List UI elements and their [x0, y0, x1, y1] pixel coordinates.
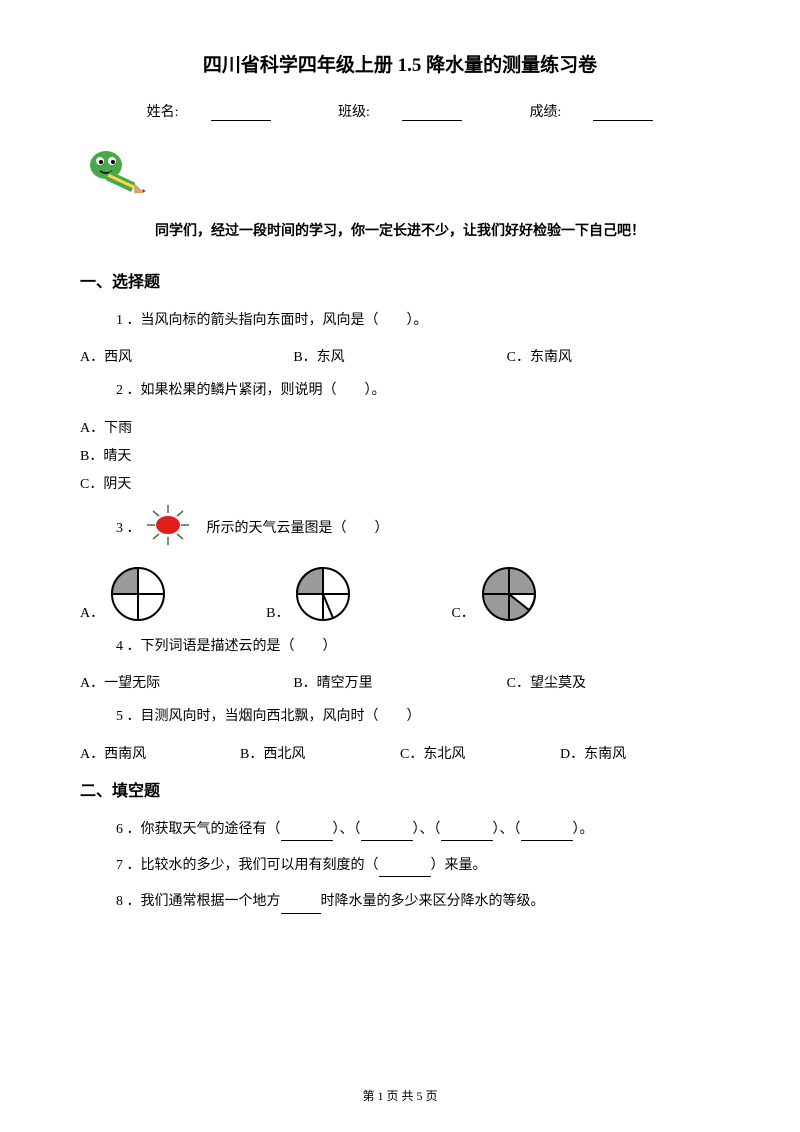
page-title: 四川省科学四年级上册 1.5 降水量的测量练习卷 [80, 50, 720, 77]
q5-opt-d: D．东南风 [560, 743, 720, 763]
q2-opt-b: B．晴天 [80, 445, 720, 465]
q5-opt-c: C．东北风 [400, 743, 560, 763]
q8-blank [281, 900, 321, 914]
q4-opt-b: B．晴空万里 [293, 672, 506, 692]
q3-opt-c: C． [451, 566, 536, 622]
q5-opt-a: A．西南风 [80, 743, 240, 763]
q5-opt-b: B．西北风 [240, 743, 400, 763]
q4-text: 4 ．下列词语是描述云的是（ ） [116, 636, 720, 658]
q1-options: A．西风 B．东风 C．东南风 [80, 346, 720, 366]
q4-options: A．一望无际 B．晴空万里 C．望尘莫及 [80, 672, 720, 692]
circle-a-icon [110, 566, 166, 622]
q5-text: 5 ．目测风向时，当烟向西北飘，风向时（ ） [116, 706, 720, 728]
q6-text: 6 ．你获取天气的途径有（）、（）、（）、（）。 [116, 819, 720, 841]
class-blank [402, 107, 462, 121]
q3-opt-a: A． [80, 566, 166, 622]
q1-opt-c: C．东南风 [507, 346, 720, 366]
q5-options: A．西南风 B．西北风 C．东北风 D．东南风 [80, 743, 720, 763]
circle-b-icon [295, 566, 351, 622]
q6-blank-3 [441, 827, 493, 841]
q3-prefix: 3 ． [116, 517, 141, 537]
q3-opt-b: B． [266, 566, 351, 622]
section-1-header: 一、选择题 [80, 268, 720, 292]
page-footer: 第 1 页 共 5 页 [0, 1087, 800, 1104]
q2-opt-c: C．阴天 [80, 473, 720, 493]
q7-text: 7 ．比较水的多少，我们可以用有刻度的（）来量。 [116, 855, 720, 877]
q1-text: 1 ．当风向标的箭头指向东面时，风向是（ ）。 [116, 310, 720, 332]
name-label: 姓名: [147, 105, 179, 120]
q3-options: A． B． C． [80, 566, 720, 622]
q6-blank-1 [281, 827, 333, 841]
section-2-header: 二、填空题 [80, 777, 720, 801]
q7-blank [379, 863, 431, 877]
circle-c-icon [481, 566, 537, 622]
q2-options: A．下雨 B．晴天 C．阴天 [80, 417, 720, 493]
q2-opt-a: A．下雨 [80, 417, 720, 437]
intro-text: 同学们，经过一段时间的学习，你一定长进不少，让我们好好检验一下自己吧！ [80, 220, 720, 240]
q1-opt-b: B．东风 [293, 346, 506, 366]
info-line: 姓名: 班级: 成绩: [80, 101, 720, 121]
q8-text: 8 ．我们通常根据一个地方时降水量的多少来区分降水的等级。 [116, 891, 720, 913]
score-label: 成绩: [529, 105, 561, 120]
q3-suffix: 所示的天气云量图是（ ） [207, 517, 389, 537]
q6-blank-2 [361, 827, 413, 841]
q2-text: 2 ．如果松果的鳞片紧闭，则说明（ ）。 [116, 380, 720, 402]
q4-opt-c: C．望尘莫及 [507, 672, 720, 692]
score-blank [593, 107, 653, 121]
q6-blank-4 [521, 827, 573, 841]
q3-text: 3 ． 所示的天气云量图是（ ） [116, 503, 720, 552]
name-blank [211, 107, 271, 121]
q4-opt-a: A．一望无际 [80, 672, 293, 692]
class-label: 班级: [338, 105, 370, 120]
sun-icon [141, 503, 195, 552]
q1-opt-a: A．西风 [80, 346, 293, 366]
pencil-icon [80, 141, 720, 202]
